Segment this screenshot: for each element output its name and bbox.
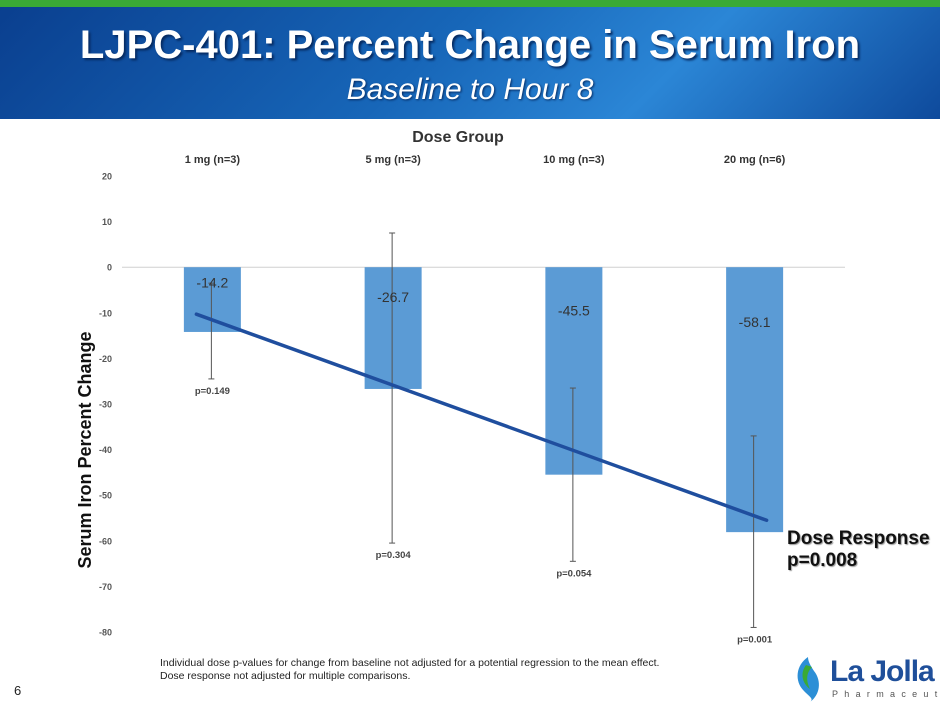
bar [726,267,784,533]
dose-response-label: Dose Response [787,528,930,549]
slide-subtitle: Baseline to Hour 8 [346,73,594,106]
category-label: 5 mg (n=3) [365,154,421,166]
p-value-label: p=0.304 [376,550,412,561]
company-logo: La Jolla Pharmaceutical [790,655,940,703]
bar [364,267,422,389]
y-tick-label: -30 [99,400,112,410]
logo-tagline: Pharmaceutical [832,689,940,699]
bar-value-label: -58.1 [739,314,771,330]
chart-title: Dose Group [412,129,504,146]
y-tick-label: 20 [102,172,112,182]
slide-title: LJPC-401: Percent Change in Serum Iron [79,23,861,67]
y-tick-label: -60 [99,536,112,546]
footnote: Individual dose p-values for change from… [160,657,659,683]
footnote-line-2: Dose response not adjusted for multiple … [160,670,411,682]
category-label: 1 mg (n=3) [185,154,241,166]
y-tick-label: -20 [99,354,112,364]
category-label: 20 mg (n=6) [724,154,786,166]
dose-response-annotation: Dose Response p=0.008 [787,528,930,572]
top-accent-stripe [0,0,940,7]
y-tick-label: -10 [99,308,112,318]
p-value-label: p=0.149 [195,386,230,397]
y-tick-label: 10 [102,217,112,227]
logo-name: La Jolla [830,655,935,688]
p-value-label: p=0.054 [556,568,592,579]
page-number: 6 [14,683,22,698]
dose-response-p-value: p=0.008 [787,550,858,571]
y-tick-label: -40 [99,445,112,455]
y-tick-label: 0 [107,263,112,273]
dose-response-trend-line [194,312,769,523]
slide-header: LJPC-401: Percent Change in Serum Iron B… [0,7,940,119]
p-value-label: p=0.001 [737,634,773,645]
y-tick-label: -80 [99,628,112,638]
swirl-logo-icon [797,657,819,702]
y-tick-label: -70 [99,582,112,592]
serum-iron-bar-chart: Dose Group Serum Iron Percent Change 20 1… [75,129,845,645]
y-tick-label: -50 [99,491,112,501]
bar-value-label: -26.7 [377,289,409,305]
y-axis-label: Serum Iron Percent Change [75,331,95,568]
bar [545,267,603,475]
category-label: 10 mg (n=3) [543,154,605,166]
bar-value-label: -45.5 [558,303,590,319]
bar-value-label: -14.2 [196,275,228,291]
footnote-line-1: Individual dose p-values for change from… [160,657,660,669]
